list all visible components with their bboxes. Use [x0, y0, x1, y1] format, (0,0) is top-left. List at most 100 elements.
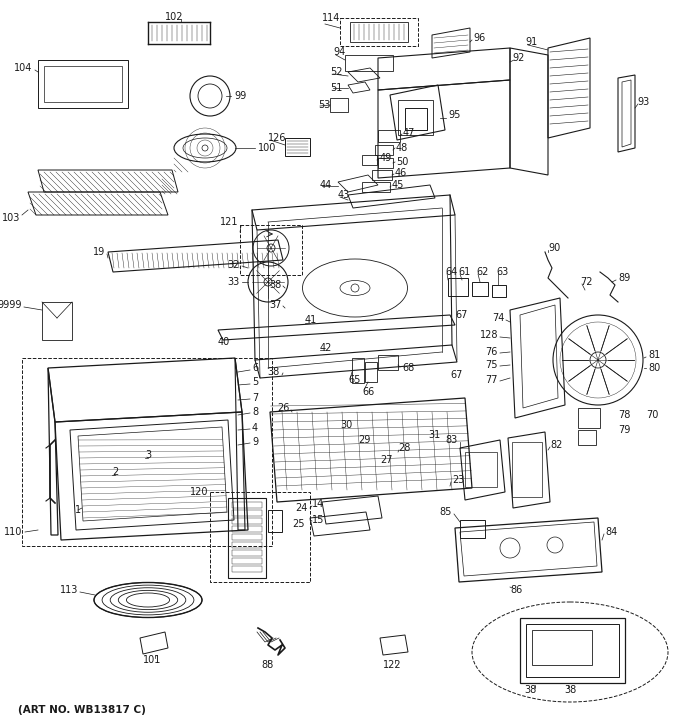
Text: 38: 38 — [564, 685, 576, 695]
Text: 95: 95 — [448, 110, 460, 120]
Bar — [405, 108, 427, 130]
Text: 113: 113 — [60, 585, 78, 595]
Text: 62: 62 — [476, 267, 488, 277]
Text: 67: 67 — [450, 370, 462, 380]
Text: 90: 90 — [548, 243, 560, 253]
Text: 93: 93 — [637, 97, 649, 107]
Text: 52: 52 — [330, 67, 343, 77]
Text: 40: 40 — [218, 337, 231, 347]
Text: 43: 43 — [338, 190, 350, 200]
Text: 15: 15 — [312, 515, 324, 525]
Text: 23: 23 — [452, 475, 464, 485]
Text: 66: 66 — [362, 387, 374, 397]
Text: 42: 42 — [320, 343, 333, 353]
Bar — [365, 362, 377, 382]
Text: 37: 37 — [270, 300, 282, 310]
Text: 85: 85 — [440, 507, 452, 517]
Text: 9: 9 — [252, 437, 258, 447]
Bar — [232, 526, 262, 532]
Bar — [372, 170, 392, 180]
Bar — [460, 520, 485, 538]
Text: 81: 81 — [648, 350, 660, 360]
Text: 53: 53 — [318, 100, 330, 110]
Text: 75: 75 — [486, 360, 498, 370]
Text: 121: 121 — [220, 217, 238, 227]
Text: 3: 3 — [145, 450, 151, 460]
Text: 4: 4 — [252, 423, 258, 433]
Bar — [398, 100, 433, 135]
Text: 41: 41 — [305, 315, 318, 325]
Text: 47: 47 — [403, 128, 415, 138]
Text: 76: 76 — [486, 347, 498, 357]
Text: 100: 100 — [258, 143, 276, 153]
Bar — [232, 518, 262, 524]
Text: 91: 91 — [525, 37, 537, 47]
Text: 45: 45 — [392, 180, 405, 190]
Text: 29: 29 — [358, 435, 371, 445]
Text: 78: 78 — [618, 410, 630, 420]
Text: 120: 120 — [190, 487, 208, 497]
Text: 65: 65 — [348, 375, 360, 385]
Text: 128: 128 — [479, 330, 498, 340]
Bar — [378, 130, 400, 142]
Text: 114: 114 — [322, 13, 341, 23]
Text: 50: 50 — [396, 157, 409, 167]
Bar — [340, 18, 418, 46]
Bar — [526, 624, 619, 677]
Bar — [362, 182, 390, 192]
Bar — [232, 550, 262, 556]
Bar — [472, 282, 488, 296]
Text: 32: 32 — [228, 260, 240, 270]
Text: 110: 110 — [3, 527, 22, 537]
Bar — [350, 22, 408, 42]
Bar — [492, 285, 506, 297]
Text: 44: 44 — [320, 180, 333, 190]
Bar — [512, 442, 542, 497]
Text: (ART NO. WB13817 C): (ART NO. WB13817 C) — [18, 705, 146, 715]
Text: 103: 103 — [1, 213, 20, 223]
Text: 19: 19 — [92, 247, 105, 257]
Bar — [578, 430, 596, 445]
Text: 5: 5 — [252, 377, 258, 387]
Text: 77: 77 — [486, 375, 498, 385]
Text: 80: 80 — [648, 363, 660, 373]
Text: 49: 49 — [380, 153, 392, 163]
Text: 27: 27 — [380, 455, 392, 465]
Bar — [578, 408, 600, 428]
Text: 28: 28 — [398, 443, 410, 453]
Text: 86: 86 — [510, 585, 522, 595]
Bar — [330, 98, 348, 112]
Bar — [232, 542, 262, 548]
Text: 63: 63 — [496, 267, 508, 277]
Bar — [232, 566, 262, 572]
Text: 33: 33 — [228, 277, 240, 287]
Bar — [352, 358, 364, 383]
Text: 68: 68 — [402, 363, 414, 373]
Text: 89: 89 — [618, 273, 630, 283]
Text: 51: 51 — [330, 83, 342, 93]
Text: 14: 14 — [312, 499, 324, 509]
Bar — [232, 502, 262, 508]
Text: 88: 88 — [262, 660, 274, 670]
Bar — [345, 55, 393, 71]
Bar — [378, 158, 393, 168]
Bar — [448, 278, 468, 296]
Text: 122: 122 — [383, 660, 401, 670]
Bar — [240, 225, 302, 275]
Bar — [520, 618, 625, 683]
Text: 101: 101 — [143, 655, 161, 665]
Text: 31: 31 — [428, 430, 440, 440]
Text: 30: 30 — [340, 420, 352, 430]
Text: 70: 70 — [646, 410, 658, 420]
Text: 9999: 9999 — [0, 300, 22, 310]
Bar — [228, 498, 266, 578]
Text: 79: 79 — [618, 425, 630, 435]
Text: 99: 99 — [234, 91, 246, 101]
Bar — [285, 138, 310, 156]
Bar — [268, 510, 282, 532]
Text: 38: 38 — [524, 685, 536, 695]
Text: 1: 1 — [75, 505, 81, 515]
Text: 67: 67 — [455, 310, 467, 320]
Text: 26: 26 — [277, 403, 290, 413]
Text: 74: 74 — [492, 313, 505, 323]
